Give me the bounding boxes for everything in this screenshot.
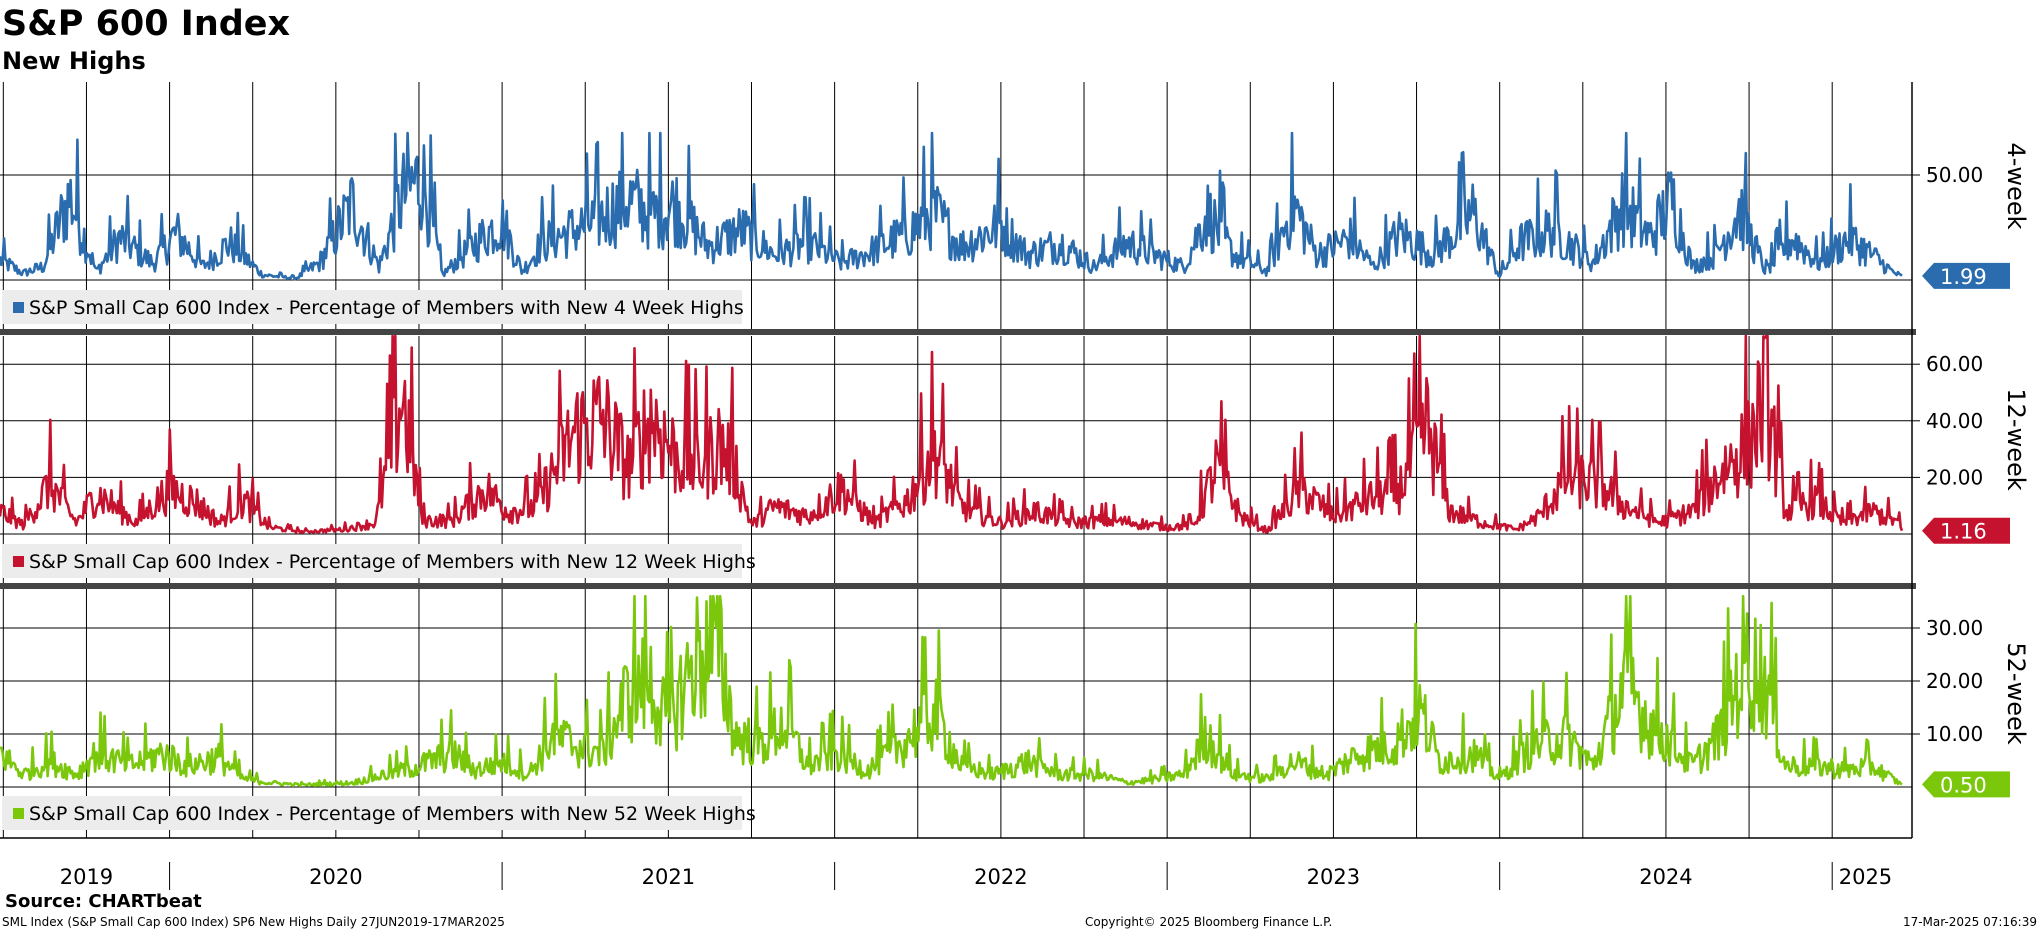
y-tick-label: 20.00: [1926, 465, 1983, 489]
legend-swatch: [13, 808, 24, 819]
x-tick-label: 2021: [642, 865, 695, 889]
footer-timestamp: 17-Mar-2025 07:16:39: [1902, 915, 2037, 929]
panel-4-week: 50.00 S&P Small Cap 600 Index - Percentag…: [0, 82, 2030, 330]
legend-label: S&P Small Cap 600 Index - Percentage of …: [29, 297, 744, 319]
legend-label: S&P Small Cap 600 Index - Percentage of …: [29, 551, 756, 573]
panel-separator: [0, 583, 1916, 589]
panel-label-12-week: 12-week: [2002, 388, 2030, 490]
page-subtitle: New Highs: [2, 47, 146, 75]
legend-swatch: [13, 302, 24, 313]
last-value-label: 1.16: [1940, 520, 1987, 544]
legend-box: [2, 290, 742, 324]
last-value-label: 0.50: [1940, 773, 1987, 797]
last-value-tag: [1922, 262, 2010, 289]
legend-label: S&P Small Cap 600 Index - Percentage of …: [29, 803, 756, 825]
panel-label-4-week: 4-week: [2002, 143, 2030, 230]
footer-description: SML Index (S&P Small Cap 600 Index) SP6 …: [2, 915, 505, 929]
last-value-tag: [1922, 517, 2010, 544]
x-tick-label: 2019: [60, 865, 113, 889]
x-tick-label: 2025: [1839, 865, 1892, 889]
x-tick-label: 2023: [1307, 865, 1360, 889]
x-tick-label: 2022: [974, 865, 1027, 889]
legend-swatch: [13, 556, 24, 567]
last-value-tag: [1922, 771, 2010, 798]
series-line-4-week: [0, 131, 1903, 281]
legend-box: [2, 796, 742, 830]
series-line-52-week: [0, 594, 1903, 788]
source-note: Source: CHARTbeat: [5, 891, 202, 912]
series-line-12-week: [0, 334, 1904, 535]
y-tick-label: 30.00: [1926, 616, 1983, 640]
panel-12-week: 20.00 40.00 60.00 S&P Small Cap 600 Index -…: [0, 334, 2030, 583]
y-tick-label: 50.00: [1926, 163, 1983, 187]
x-tick-label: 2020: [309, 865, 362, 889]
page-title: S&P 600 Index: [2, 4, 291, 44]
y-tick-label: 20.00: [1926, 669, 1983, 693]
legend-box: [2, 544, 742, 578]
panel-separator: [0, 329, 1916, 335]
footer-copyright: Copyright© 2025 Bloomberg Finance L.P.: [1085, 915, 1333, 929]
panel-label-52-week: 52-week: [2002, 642, 2030, 744]
y-tick-label: 10.00: [1926, 722, 1983, 746]
x-tick-label: 2024: [1639, 865, 1692, 889]
y-tick-label: 60.00: [1926, 352, 1983, 376]
panel-52-week: 10.00 20.00 30.00 S&P Small Cap 600 Index -…: [0, 589, 2030, 838]
y-tick-label: 40.00: [1926, 409, 1983, 433]
last-value-label: 1.99: [1940, 265, 1987, 289]
